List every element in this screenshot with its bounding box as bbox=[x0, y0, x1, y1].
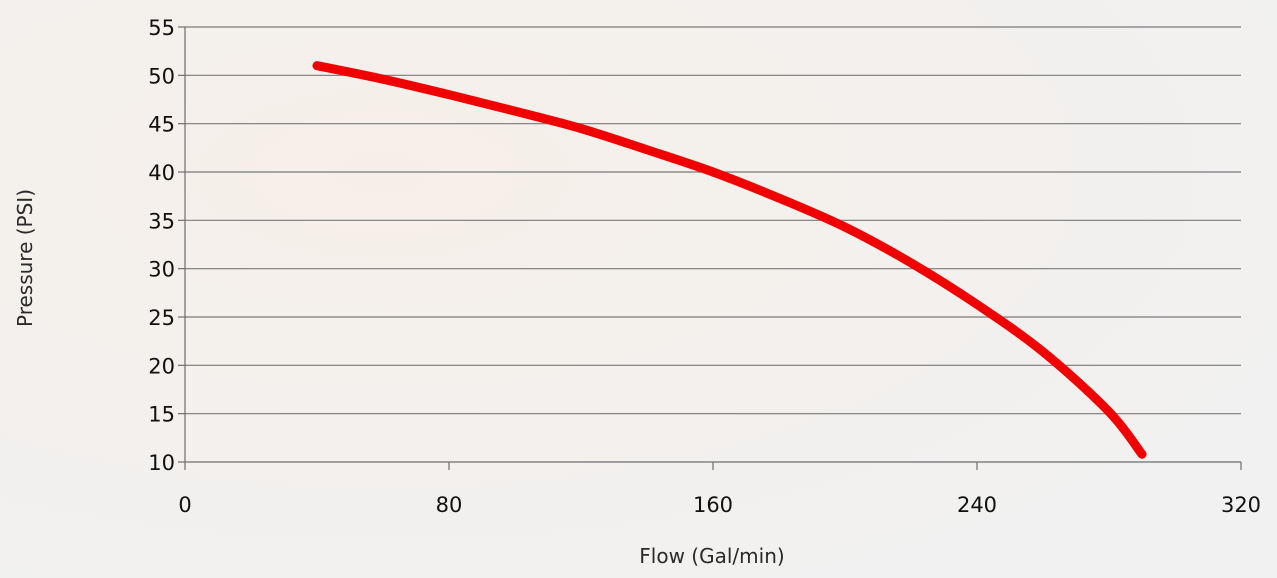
y-tick-label-25: 25 bbox=[148, 306, 175, 330]
y-axis-title: Pressure (PSI) bbox=[13, 189, 37, 327]
data-point-0-8 bbox=[841, 223, 850, 232]
data-point-0-10 bbox=[973, 300, 982, 309]
y-tick-label-35: 35 bbox=[148, 209, 175, 233]
data-point-0-11 bbox=[1039, 347, 1048, 356]
y-tick-label-15: 15 bbox=[148, 403, 175, 427]
data-point-0-2 bbox=[445, 90, 454, 99]
series-line-0 bbox=[312, 61, 1147, 459]
x-tick-label-0: 0 bbox=[178, 493, 191, 517]
y-tick-label-30: 30 bbox=[148, 258, 175, 282]
data-point-0-3 bbox=[511, 107, 520, 116]
data-point-0-6 bbox=[709, 168, 718, 177]
y-tick-label-10: 10 bbox=[148, 451, 175, 475]
y-tick-label-55: 55 bbox=[148, 16, 175, 40]
y-tick-label-50: 50 bbox=[148, 64, 175, 88]
series-layer bbox=[312, 61, 1147, 459]
data-point-0-0 bbox=[313, 61, 322, 70]
x-tick-label-320: 320 bbox=[1221, 493, 1261, 517]
x-tick-label-160: 160 bbox=[693, 493, 733, 517]
data-point-0-7 bbox=[775, 194, 784, 203]
data-point-0-1 bbox=[379, 75, 388, 84]
x-tick-label-80: 80 bbox=[436, 493, 463, 517]
data-point-0-12 bbox=[1105, 407, 1114, 416]
y-tick-label-40: 40 bbox=[148, 161, 175, 185]
data-point-0-5 bbox=[643, 145, 652, 154]
axes bbox=[178, 26, 1242, 470]
data-point-0-4 bbox=[577, 124, 586, 133]
x-tick-label-240: 240 bbox=[957, 493, 997, 517]
data-point-0-9 bbox=[907, 258, 916, 267]
tick-labels: 10 15 20 25 30 35 40 45 50 55 0 80 160 240 320 bbox=[148, 16, 1261, 517]
y-tick-label-45: 45 bbox=[148, 113, 175, 137]
y-tick-label-20: 20 bbox=[148, 354, 175, 378]
data-point-0-13 bbox=[1138, 450, 1147, 459]
x-axis-title: Flow (Gal/min) bbox=[639, 544, 784, 568]
